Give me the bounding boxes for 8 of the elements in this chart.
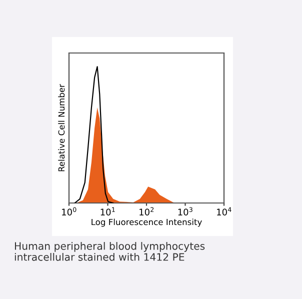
x-tick-label: 10$^{0}$ [62,207,76,216]
x-tick-label: 10$^{2}$ [140,207,154,216]
x-tick-label: 10$^{3}$ [178,207,192,216]
y-axis-title: Relative Cell Number [58,84,65,172]
x-tick-label: 10$^{1}$ [100,207,115,216]
x-tick-label: 10$^{4}$ [217,207,232,216]
text: Human peripheral blood lymphocytes intracellular stained with 1412 PE [14,242,205,261]
x-axis-title: Log Fluorescence Intensity [92,218,202,227]
